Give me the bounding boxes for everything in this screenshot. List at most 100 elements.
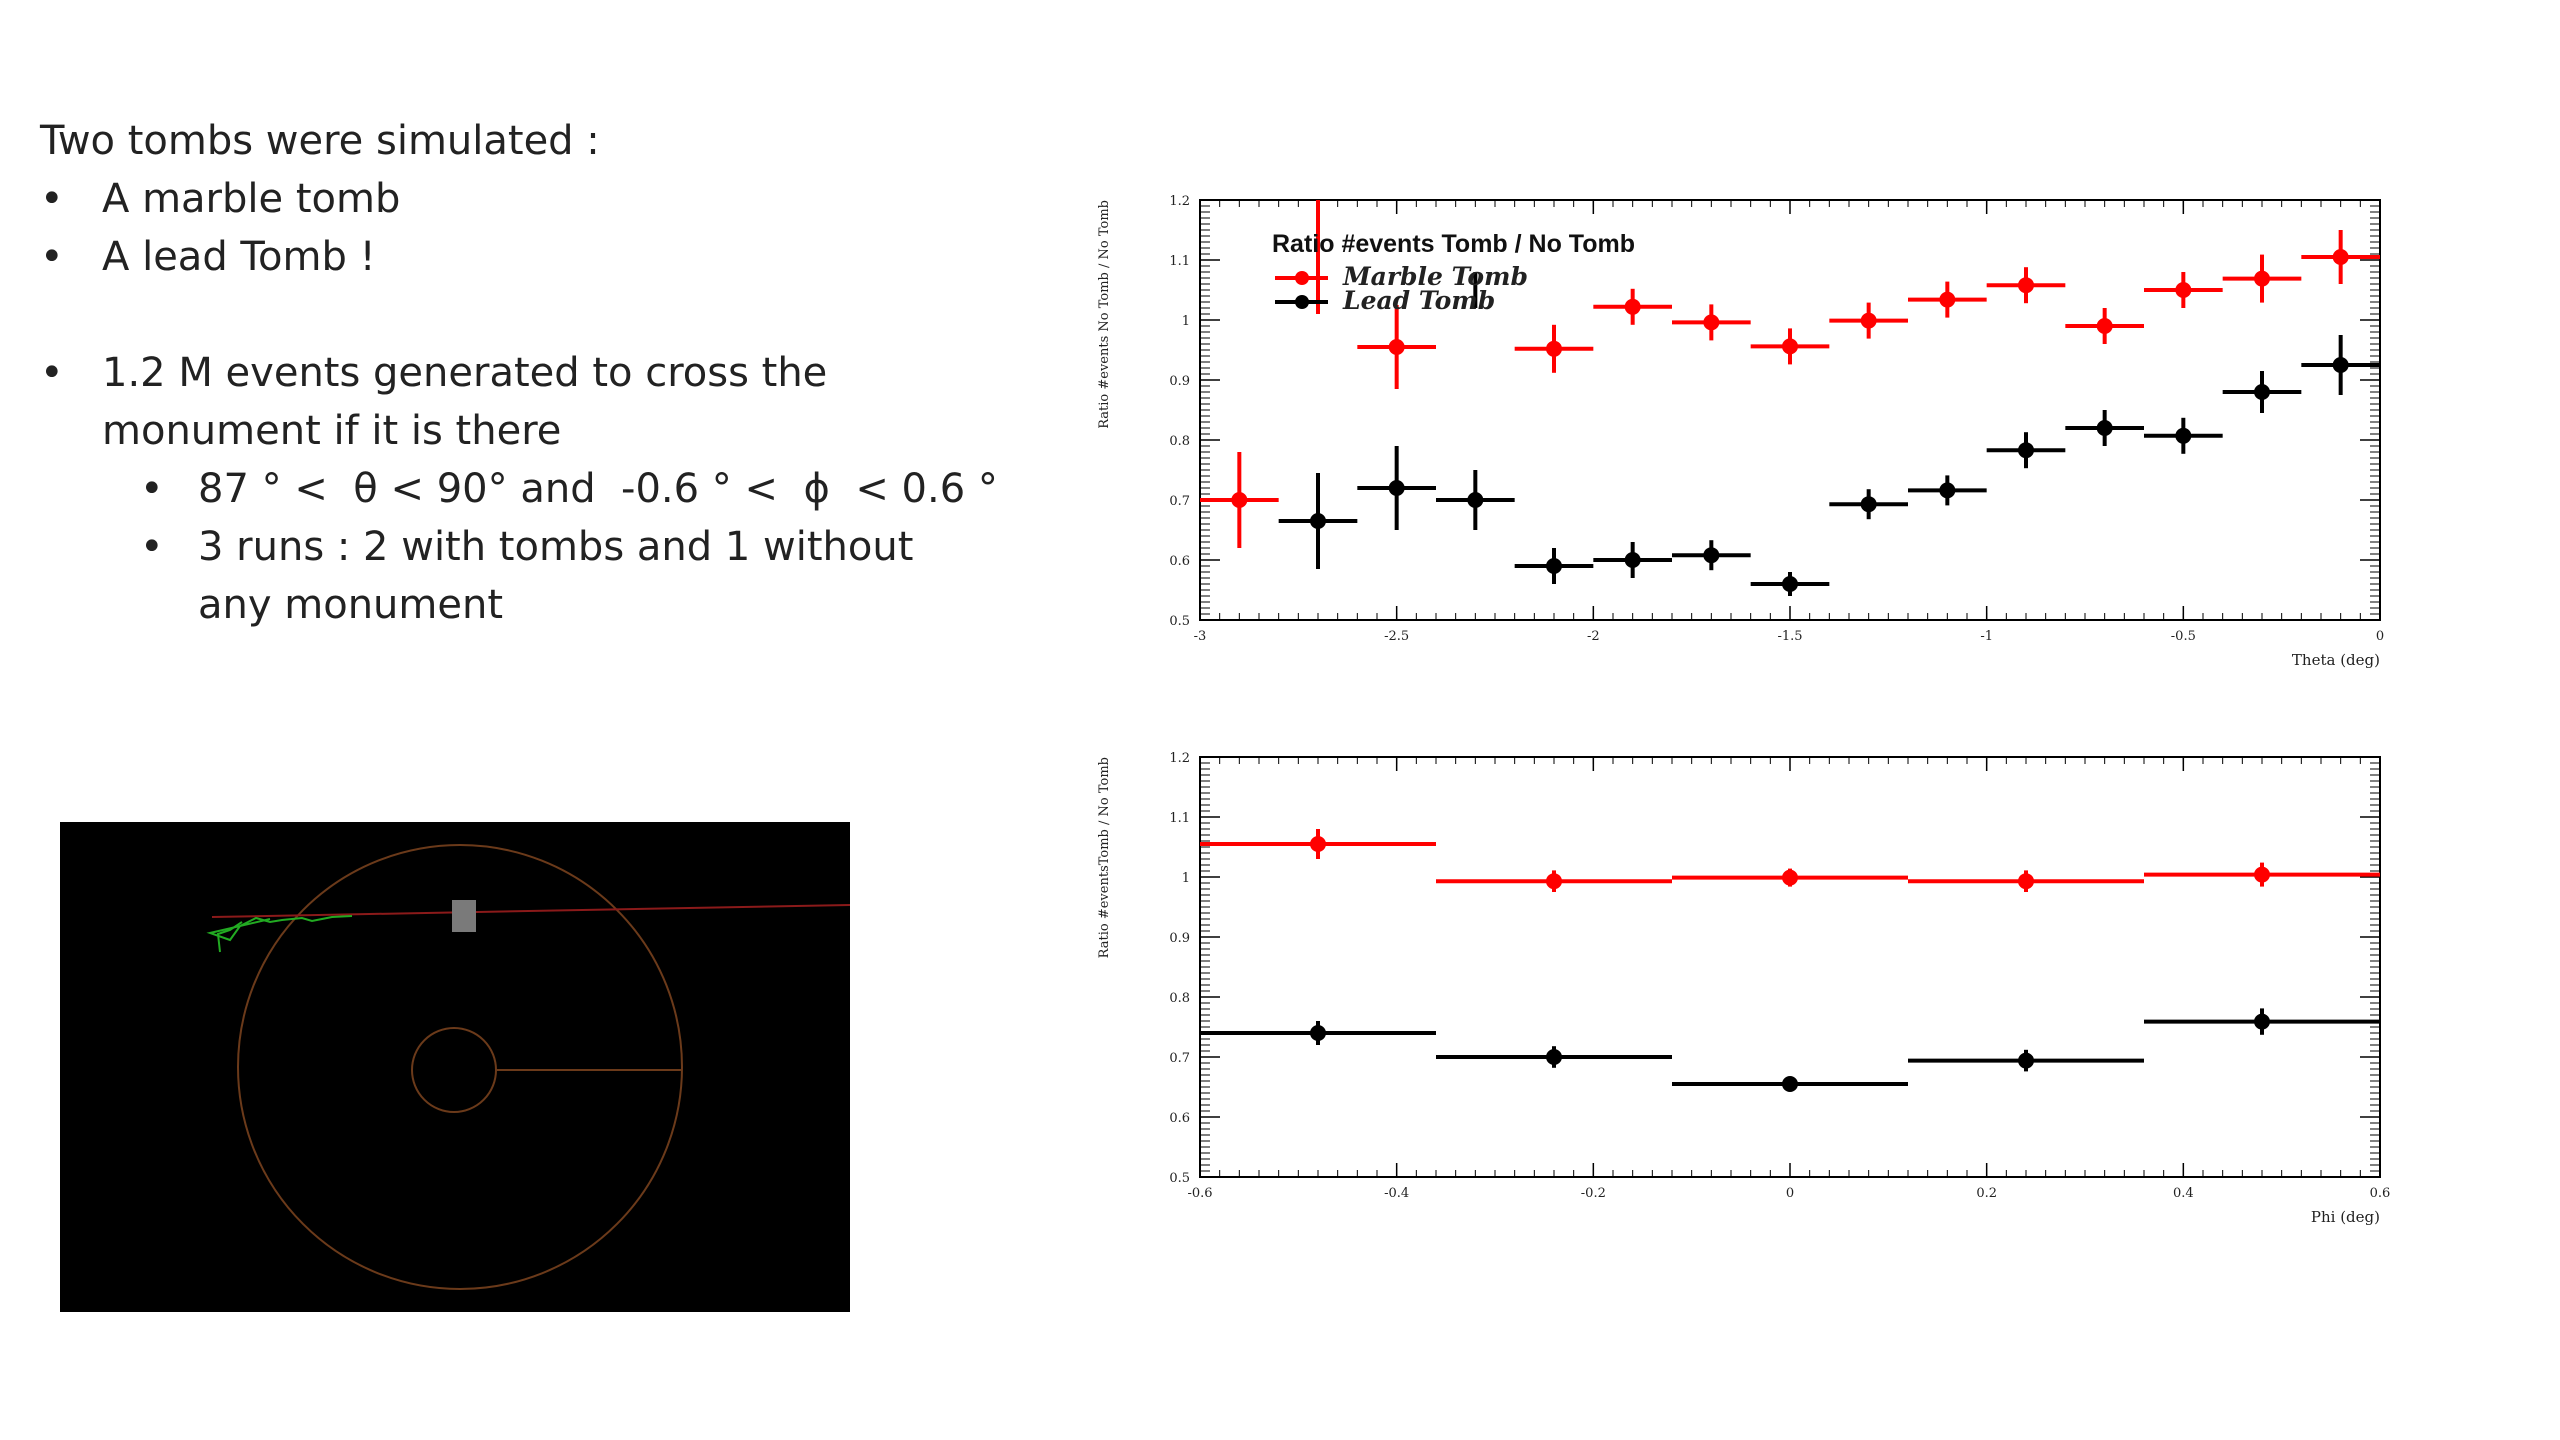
bullet-marble: • A marble tomb: [40, 176, 401, 222]
data-point: [1467, 492, 1484, 508]
data-point: [2175, 427, 2192, 444]
series-marble-tomb: [1200, 829, 2380, 892]
data-point: [1939, 291, 1956, 308]
data-point: [2096, 420, 2113, 436]
bullet-runs: • 3 runs : 2 with tombs and 1 without: [140, 524, 914, 570]
bullet-events: • 1.2 M events generated to cross the: [40, 350, 828, 396]
bullet-marble-label: A marble tomb: [102, 176, 401, 222]
cut-theta-lo: 87 °: [198, 466, 282, 512]
shower-track: [206, 915, 353, 942]
data-point: [1782, 869, 1798, 886]
phi-symbol: ϕ: [803, 466, 830, 512]
event-display-background: [60, 822, 850, 1312]
x-axis-label: Phi (deg): [2311, 1208, 2380, 1226]
x-tick-label: 0.4: [2173, 1186, 2194, 1201]
x-tick-label: 0.6: [2370, 1186, 2391, 1201]
data-point: [1860, 312, 1877, 329]
bullet-lead-label: A lead Tomb !: [102, 234, 376, 280]
x-tick-label: -2: [1587, 629, 1600, 644]
data-point: [1310, 513, 1326, 529]
legend-label: Marble Tomb: [1342, 262, 1528, 291]
series-lead-tomb: [1278, 335, 2380, 596]
data-point: [2096, 318, 2113, 334]
data-point: [1546, 558, 1562, 574]
x-tick-label: -3: [1194, 629, 1207, 644]
data-point: [2018, 442, 2034, 459]
data-point: [1388, 339, 1405, 355]
data-point: [2332, 249, 2349, 265]
data-point: [1624, 298, 1641, 315]
x-tick-label: 0: [1786, 1186, 1794, 1201]
y-tick-label: 0.5: [1169, 614, 1190, 629]
runs-continued: any monument: [198, 582, 503, 628]
event-display-image: [60, 822, 850, 1312]
runs-label: 3 runs : 2 with tombs and 1 without: [198, 524, 914, 570]
data-point: [1388, 480, 1405, 496]
data-point: [1703, 314, 1720, 331]
y-tick-label: 0.6: [1169, 554, 1190, 569]
x-tick-label: 0: [2376, 629, 2384, 644]
y-tick-label: 0.9: [1169, 374, 1190, 389]
events-label: 1.2 M events generated to cross the: [102, 350, 828, 396]
y-tick-label: 1.1: [1169, 811, 1190, 826]
x-tick-label: -0.2: [1581, 1186, 1606, 1201]
chart-title: Ratio #events Tomb / No Tomb: [1272, 230, 1635, 258]
y-tick-label: 0.8: [1169, 434, 1190, 449]
theta-symbol: θ: [353, 466, 378, 512]
data-point: [1939, 482, 1956, 499]
data-point: [1310, 836, 1326, 852]
phi-ratio-chart: -0.6 -0.4 -0.2 0 0.2 0.4 0.6 0.5 0.6 0.7 0.8 0.9 1 1.…: [1097, 751, 2391, 1226]
x-tick-label: -0.4: [1384, 1186, 1409, 1201]
detector-outer-ring: [237, 844, 683, 1290]
data-point: [2254, 866, 2270, 883]
data-point: [1782, 338, 1798, 355]
shower-branch: [216, 921, 243, 953]
y-axis-label: Ratio #events No Tomb / No Tomb: [1097, 200, 1112, 429]
data-point: [1546, 340, 1562, 357]
data-point: [1782, 1076, 1798, 1092]
y-tick-label: 1: [1182, 314, 1190, 329]
data-point: [1782, 576, 1798, 592]
slide-text: Two tombs were simulated : • A marble tom…: [40, 112, 1000, 634]
bullet-cuts: • 87 ° < θ < 90° and -0.6 ° < ϕ < 0.6 °: [140, 466, 998, 512]
y-axis-label: Ratio #eventsTomb / No Tomb: [1097, 757, 1112, 958]
y-tick-label: 1.2: [1169, 751, 1190, 766]
x-axis-label: Theta (deg): [2292, 651, 2380, 669]
y-tick-label: 0.6: [1169, 1111, 1190, 1126]
legend-marker: [1295, 295, 1309, 309]
data-point: [2175, 282, 2192, 298]
data-point: [2332, 357, 2349, 373]
x-tick-label: -0.6: [1187, 1186, 1212, 1201]
data-point: [2018, 277, 2034, 294]
data-point: [1624, 552, 1641, 568]
x-tick-label: -0.5: [2171, 629, 2196, 644]
muon-track: [211, 904, 850, 918]
y-tick-label: 1.1: [1169, 254, 1190, 269]
y-tick-label: 0.7: [1169, 1051, 1190, 1066]
cut-theta-hi: < 90° and: [390, 466, 596, 512]
data-point: [1310, 1025, 1326, 1041]
data-point: [2018, 1052, 2034, 1069]
series-lead-tomb: [1200, 1008, 2380, 1092]
data-point: [1546, 1049, 1562, 1065]
x-tick-label: 0.2: [1976, 1186, 1997, 1201]
intro-line: Two tombs were simulated :: [40, 118, 600, 164]
y-tick-label: 1: [1182, 871, 1190, 886]
theta-ratio-chart: -3 -2.5 -2 -1.5 -1 -0.5 0 0.5 0.6 0.7 0.8 0.9 1 1.1 1.…: [1097, 194, 2384, 669]
legend-marker: [1295, 271, 1309, 285]
bullet-lead: • A lead Tomb !: [40, 234, 376, 280]
data-point: [1703, 547, 1720, 564]
y-tick-label: 0.9: [1169, 931, 1190, 946]
data-point: [1231, 492, 1248, 508]
y-tick-label: 0.5: [1169, 1171, 1190, 1186]
data-point: [1546, 873, 1562, 890]
data-point: [2254, 270, 2270, 287]
y-tick-label: 1.2: [1169, 194, 1190, 209]
x-tick-label: -2.5: [1384, 629, 1409, 644]
y-tick-label: 0.7: [1169, 494, 1190, 509]
data-point: [1860, 496, 1877, 513]
x-tick-label: -1: [1980, 629, 1993, 644]
series-marble-tomb: [1200, 230, 2380, 548]
data-point: [2254, 1013, 2270, 1030]
data-point: [2254, 384, 2270, 400]
